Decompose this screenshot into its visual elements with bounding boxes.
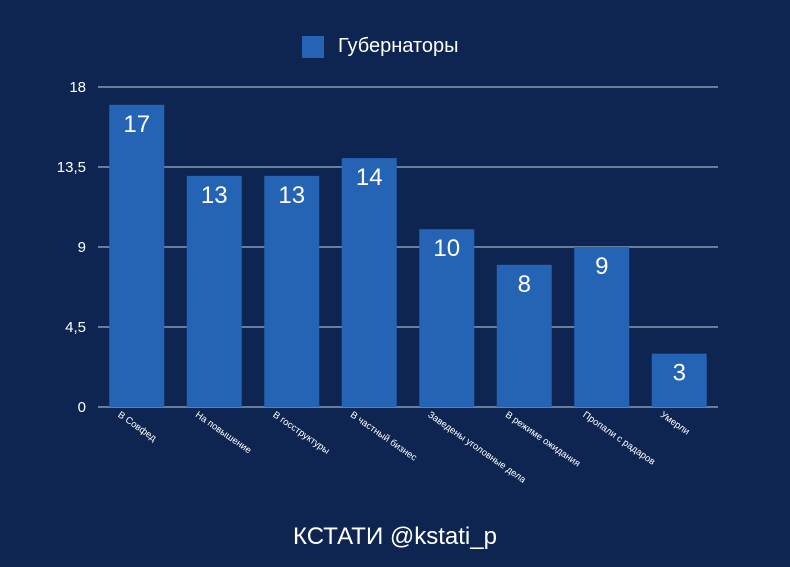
x-tick-label: Пропали с радаров bbox=[581, 409, 658, 467]
data-label: 13 bbox=[201, 182, 228, 209]
data-label: 9 bbox=[595, 253, 608, 280]
x-tick-label: В госструктуры bbox=[271, 409, 332, 456]
bar bbox=[574, 247, 630, 407]
bar bbox=[341, 158, 397, 407]
x-tick-label: На повышение bbox=[193, 409, 253, 456]
data-label: 14 bbox=[356, 164, 383, 191]
data-label: 13 bbox=[278, 182, 305, 209]
legend-label: Губернаторы bbox=[338, 35, 459, 57]
legend-swatch bbox=[302, 35, 324, 58]
x-tick-label: В режиме ожидания bbox=[503, 409, 582, 469]
data-label: 8 bbox=[518, 271, 531, 298]
chart-legend: Губернаторы bbox=[302, 35, 458, 58]
bar bbox=[109, 104, 165, 408]
y-tick-label: 13,5 bbox=[57, 159, 86, 176]
x-tick-label: В Совфед bbox=[116, 409, 159, 444]
x-tick-label: В частный бизнес bbox=[348, 409, 419, 463]
y-tick-label: 4,5 bbox=[65, 319, 86, 336]
data-label: 3 bbox=[673, 360, 686, 387]
y-tick-label: 9 bbox=[78, 239, 86, 256]
bar bbox=[186, 175, 242, 407]
x-tick-label: Умерли bbox=[658, 409, 692, 437]
data-label: 17 bbox=[123, 111, 150, 138]
y-tick-label: 0 bbox=[78, 399, 86, 416]
bar bbox=[496, 264, 552, 407]
footer-watermark: КСТАТИ @kstati_p bbox=[293, 523, 497, 550]
data-label: 10 bbox=[433, 235, 460, 262]
bar bbox=[264, 175, 320, 407]
bar bbox=[419, 229, 475, 407]
bar bbox=[651, 353, 707, 407]
y-tick-label: 18 bbox=[69, 79, 86, 96]
